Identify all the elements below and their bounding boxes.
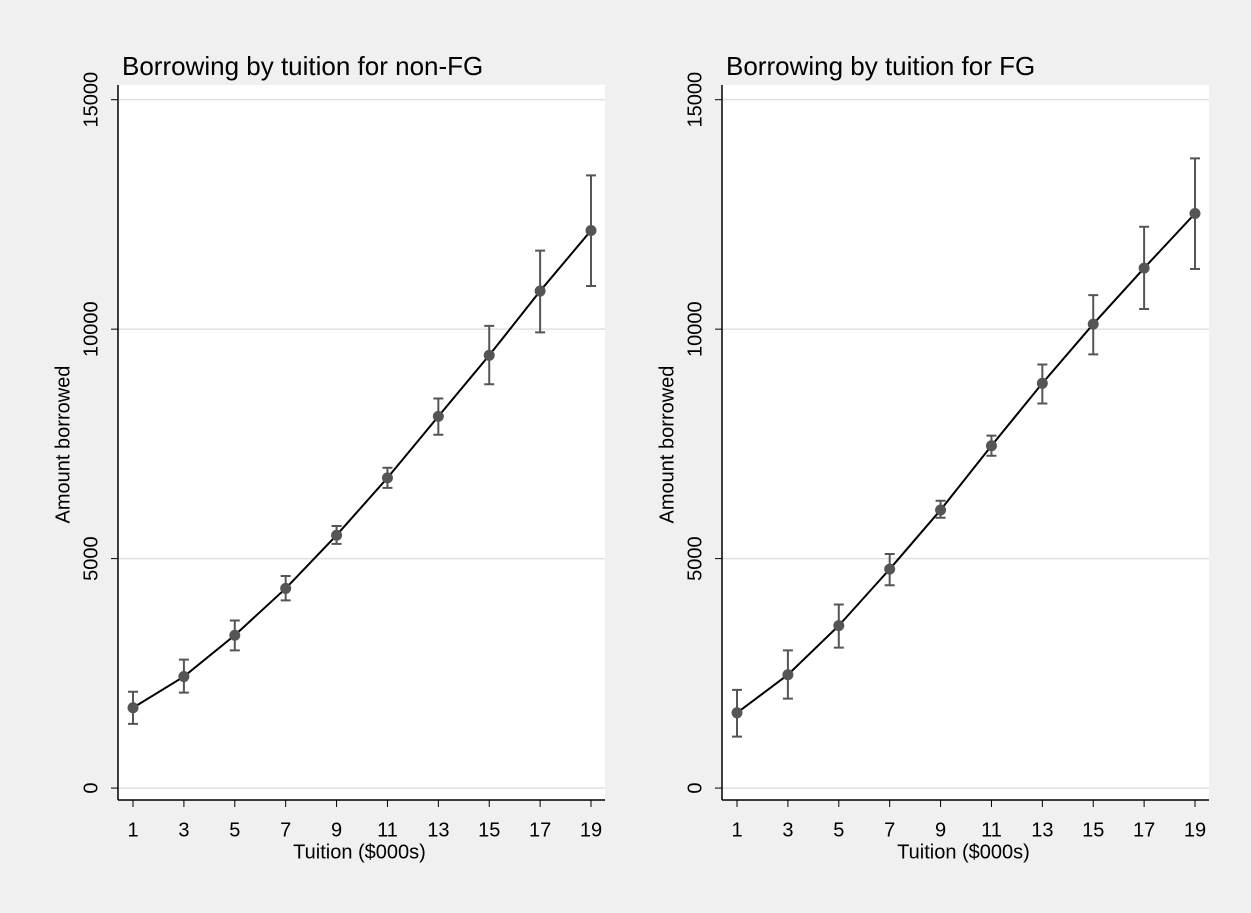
x-tick-label: 3 (782, 819, 793, 841)
plot-area (118, 85, 605, 800)
point (985, 440, 997, 452)
x-tick-label: 5 (229, 819, 240, 841)
x-tick-label: 5 (833, 819, 844, 841)
point (585, 224, 597, 236)
x-tick-label: 9 (331, 819, 342, 841)
x-tick-label: 11 (377, 819, 398, 841)
y-axis-title: Amount borrowed (52, 366, 74, 524)
x-tick-label: 13 (427, 819, 449, 841)
y-tick-label: 5000 (80, 536, 102, 581)
plot-area (722, 85, 1209, 800)
point (432, 410, 444, 422)
y-tick-label: 0 (684, 783, 706, 794)
x-tick-label: 15 (1082, 819, 1104, 841)
x-axis-title: Tuition ($000s) (293, 841, 426, 863)
point (483, 349, 495, 361)
point (935, 504, 947, 516)
point (127, 702, 139, 714)
y-axis-title: Amount borrowed (656, 366, 678, 524)
x-tick-label: 9 (935, 819, 946, 841)
y-tick-label: 15000 (80, 72, 102, 128)
x-tick-label: 1 (731, 819, 742, 841)
x-tick-label: 19 (580, 819, 602, 841)
y-tick-label: 0 (80, 783, 102, 794)
y-tick-label: 15000 (684, 72, 706, 128)
point (731, 707, 743, 719)
x-tick-label: 13 (1031, 819, 1053, 841)
chart-title: Borrowing by tuition for FG (726, 51, 1035, 81)
x-tick-label: 3 (178, 819, 189, 841)
point (1138, 262, 1150, 274)
y-tick-label: 10000 (80, 301, 102, 357)
fit-line (132, 229, 592, 709)
x-tick-label: 7 (280, 819, 291, 841)
point (381, 472, 393, 484)
x-tick-label: 7 (884, 819, 895, 841)
point (1036, 377, 1048, 389)
point (833, 620, 845, 632)
y-tick-label: 10000 (684, 301, 706, 357)
y-tick-label: 5000 (684, 536, 706, 581)
x-tick-label: 1 (127, 819, 138, 841)
x-tick-label: 11 (981, 819, 1002, 841)
x-tick-label: 15 (478, 819, 500, 841)
point (280, 582, 292, 594)
x-axis-title: Tuition ($000s) (897, 841, 1030, 863)
point (534, 285, 546, 297)
point (782, 669, 794, 681)
chart-title: Borrowing by tuition for non-FG (122, 51, 483, 81)
point (1189, 207, 1201, 219)
fit-line (736, 212, 1196, 714)
point (331, 529, 343, 541)
x-tick-label: 17 (529, 819, 551, 841)
x-tick-label: 17 (1133, 819, 1155, 841)
point (178, 671, 190, 683)
point (1087, 318, 1099, 330)
point (884, 563, 896, 575)
point (229, 629, 241, 641)
x-tick-label: 19 (1184, 819, 1206, 841)
